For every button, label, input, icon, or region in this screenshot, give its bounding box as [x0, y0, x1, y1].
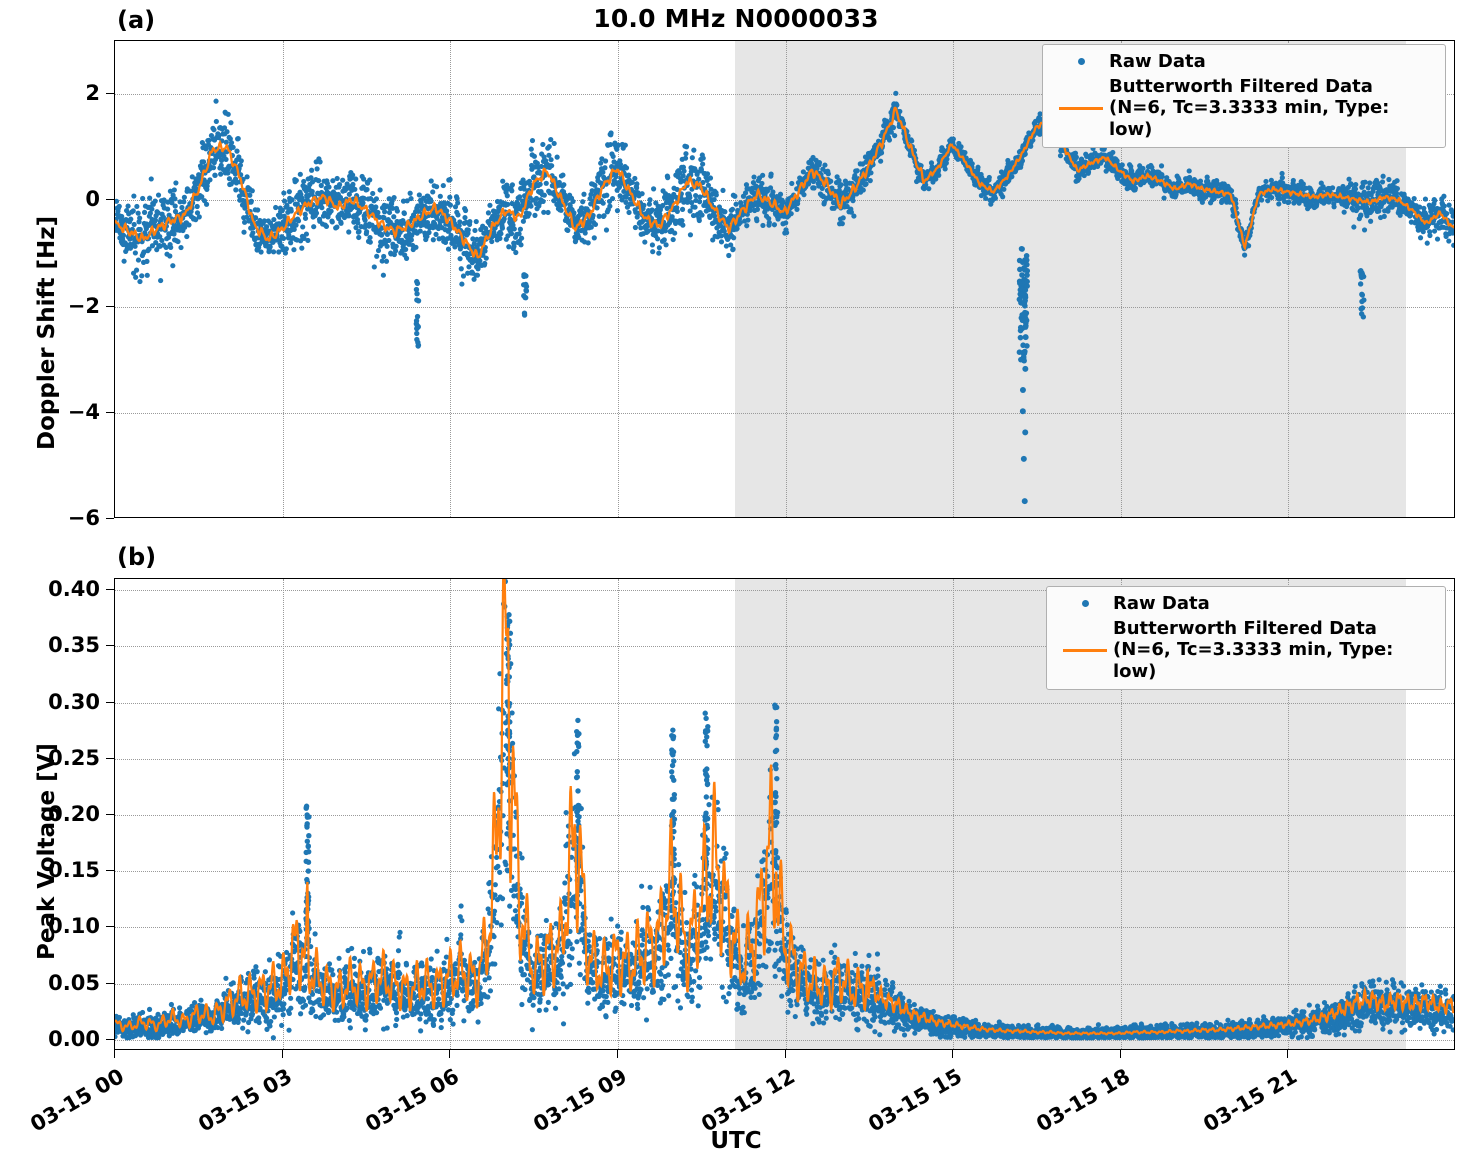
gridline-v — [785, 41, 787, 517]
x-tick-mark — [1287, 1050, 1289, 1058]
gridline-v — [282, 41, 284, 517]
panel-a-y-tick-label: −2 — [67, 293, 100, 318]
gridline-v — [1120, 579, 1122, 1049]
gridline-v — [953, 41, 955, 517]
panel-b-y-tick-label: 0.30 — [48, 689, 100, 714]
panel-b-y-tick-mark — [106, 1038, 114, 1040]
panel-a-label: (a) — [117, 6, 156, 34]
gridline-h — [115, 412, 1454, 414]
gridline-h — [115, 94, 1454, 96]
x-tick-mark — [1119, 1050, 1121, 1058]
panel-a-raw-points — [115, 90, 1454, 505]
gridline-h — [115, 646, 1454, 648]
panel-a-y-tick-mark — [106, 305, 114, 307]
figure-title: 10.0 MHz N0000033 — [593, 4, 879, 33]
panel-a-y-tick-label: −4 — [67, 399, 100, 424]
legend-marker-dot-icon — [1057, 600, 1113, 608]
panel-b-y-tick-label: 0.10 — [48, 914, 100, 939]
x-tick-mark — [616, 1050, 618, 1058]
x-tick-mark — [281, 1050, 283, 1058]
x-tick-mark — [449, 1050, 451, 1058]
gridline-v — [617, 41, 619, 517]
panel-b-y-tick-label: 0.40 — [48, 577, 100, 602]
x-tick-mark — [952, 1050, 954, 1058]
gridline-h — [115, 815, 1454, 816]
gridline-v — [953, 579, 955, 1049]
panel-a-y-axis-label: Doppler Shift [Hz] — [34, 215, 60, 450]
gridline-v — [450, 41, 452, 517]
panel-a-y-tick-label: −6 — [67, 506, 100, 530]
panel-b-y-tick-mark — [106, 589, 114, 591]
panel-a-y-tick-mark — [106, 411, 114, 413]
panel-b-y-tick-mark — [106, 926, 114, 928]
legend-entry-raw-a: Raw Data — [1053, 51, 1435, 72]
panel-b-y-tick-label: 0.00 — [48, 1026, 100, 1051]
gridline-v — [450, 579, 452, 1049]
gridline-v — [1288, 579, 1290, 1049]
panel-b-y-tick-mark — [106, 870, 114, 872]
gridline-h — [115, 983, 1454, 985]
gridline-v — [1120, 41, 1122, 517]
gridline-h — [115, 758, 1454, 760]
panel-a-y-tick-label: 2 — [85, 81, 100, 106]
panel-b-y-tick-label: 0.20 — [48, 802, 100, 826]
panel-b-y-tick-mark — [106, 645, 114, 647]
legend-entry-filtered-b: Butterworth Filtered Data (N=6, Tc=3.333… — [1057, 618, 1435, 682]
panel-a-y-tick-mark — [106, 93, 114, 95]
panel-b-label: (b) — [117, 543, 157, 571]
gridline-h — [115, 1039, 1454, 1041]
gridline-h — [115, 702, 1454, 704]
gridline-h — [115, 306, 1454, 308]
gridline-v — [282, 579, 284, 1049]
legend-marker-line-icon — [1053, 106, 1109, 110]
legend-label-filtered-line1: Butterworth Filtered Data — [1109, 76, 1373, 98]
panel-b-y-tick-mark — [106, 982, 114, 984]
panel-a-y-tick-label: 0 — [85, 187, 100, 212]
legend-marker-dot-icon — [1053, 58, 1109, 66]
panel-b-y-tick-mark — [106, 701, 114, 703]
gridline-h — [115, 590, 1454, 592]
panel-b-y-tick-label: 0.15 — [48, 858, 100, 883]
gridline-v — [785, 579, 787, 1049]
legend-entry-raw-b: Raw Data — [1057, 593, 1435, 614]
panel-b-filtered-line — [115, 579, 1454, 1036]
legend-marker-line-icon — [1057, 648, 1113, 652]
gridline-h — [115, 927, 1454, 929]
panel-b-y-tick-label: 0.05 — [48, 970, 100, 995]
panel-a-data-layer — [115, 90, 1454, 505]
legend-label-raw: Raw Data — [1113, 593, 1210, 614]
panel-b-y-tick-mark — [106, 814, 114, 815]
legend-entry-filtered-a: Butterworth Filtered Data (N=6, Tc=3.333… — [1053, 76, 1435, 140]
panel-a-y-tick-mark — [106, 199, 114, 201]
x-tick-mark — [784, 1050, 786, 1058]
panel-a-legend: Raw Data Butterworth Filtered Data (N=6,… — [1042, 44, 1446, 148]
legend-label-filtered: Butterworth Filtered Data (N=6, Tc=3.333… — [1109, 76, 1435, 140]
x-axis-label: UTC — [710, 1128, 762, 1154]
legend-label-raw: Raw Data — [1109, 51, 1206, 72]
gridline-v — [1288, 41, 1290, 517]
panel-b-data-layer — [115, 579, 1454, 1041]
gridline-h — [115, 871, 1454, 873]
legend-label-filtered-line2: (N=6, Tc=3.3333 min, Type: low) — [1109, 97, 1390, 140]
panel-b-legend: Raw Data Butterworth Filtered Data (N=6,… — [1046, 586, 1446, 690]
legend-label-filtered: Butterworth Filtered Data (N=6, Tc=3.333… — [1113, 618, 1435, 682]
legend-label-filtered-line2: (N=6, Tc=3.3333 min, Type: low) — [1113, 639, 1394, 682]
gridline-v — [617, 579, 619, 1049]
legend-label-filtered-line1: Butterworth Filtered Data — [1113, 618, 1377, 640]
panel-b-y-tick-label: 0.35 — [48, 633, 100, 658]
x-tick-mark — [114, 1050, 115, 1058]
panel-b-y-tick-mark — [106, 757, 114, 759]
panel-a-y-tick-mark — [106, 518, 114, 519]
panel-a-filtered-line — [115, 106, 1454, 259]
panel-b-y-tick-label: 0.25 — [48, 745, 100, 770]
